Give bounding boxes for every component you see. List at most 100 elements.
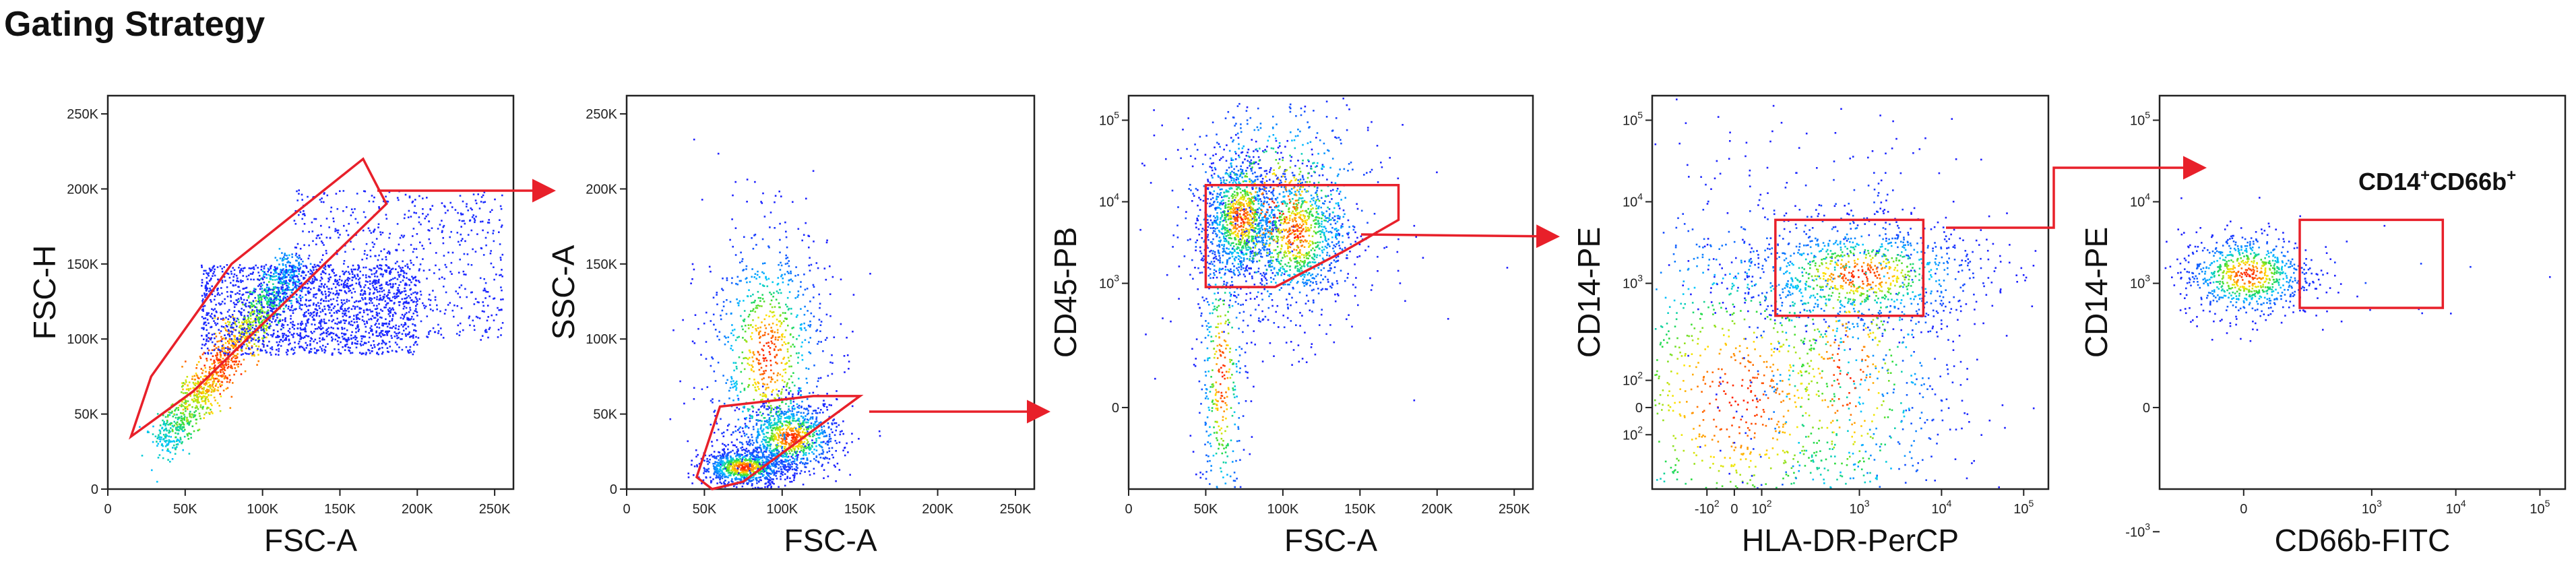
plot-1-point — [209, 369, 211, 371]
plot-1-point — [246, 352, 248, 355]
plot-1-point — [486, 331, 488, 333]
plot-1-point — [305, 305, 308, 307]
plot-2-point — [753, 428, 755, 430]
plot-1-point — [216, 293, 219, 296]
plot-1-point — [239, 338, 241, 340]
plot-1-point — [278, 282, 280, 284]
plot-2-point — [761, 461, 763, 463]
plot-1-point — [389, 251, 391, 254]
plot-1-point — [152, 441, 154, 443]
plot-1-point — [203, 322, 206, 324]
plot-1-point — [268, 269, 270, 271]
plot-1-point — [255, 339, 257, 342]
plot-2-point — [718, 459, 720, 461]
plot-1-point — [347, 346, 350, 348]
plot-2-point — [734, 460, 736, 463]
plot-1-point — [205, 371, 207, 373]
plot-1-point — [203, 400, 206, 402]
plot-1-point — [185, 406, 187, 408]
plot-1-point — [456, 232, 459, 234]
plot-1-point — [265, 294, 268, 296]
plot-2-point — [698, 463, 701, 465]
plot-1-point — [408, 311, 410, 313]
plot-2-point — [773, 474, 776, 476]
plot-1-point — [210, 299, 212, 301]
plot-1-point — [406, 263, 408, 265]
plot-1-point — [253, 354, 255, 356]
plot-1-point — [483, 278, 485, 280]
plot-1-point — [199, 404, 202, 406]
plot-1-point — [367, 227, 370, 230]
plot-2-point — [828, 433, 831, 436]
plot-1-point — [359, 293, 362, 295]
plot-2-point — [796, 436, 799, 439]
plot-1-point — [402, 260, 404, 263]
plot-1-point — [299, 307, 301, 309]
plot-1-point — [190, 416, 193, 418]
plot-1-point — [255, 325, 257, 327]
plot-1-point — [297, 342, 300, 345]
plot-2-point — [751, 453, 754, 456]
plot-1-point — [245, 343, 248, 346]
plot-1-point — [274, 257, 277, 259]
plot-1-point — [240, 325, 242, 327]
plot-1-point — [458, 241, 460, 243]
plot-1-point — [303, 312, 306, 314]
plot-2-point — [798, 425, 801, 427]
plot-1-point — [388, 267, 391, 269]
plot-1-point — [290, 315, 292, 317]
plot-1-point — [162, 419, 164, 422]
plot-1-point — [203, 375, 206, 377]
plot-1-point — [383, 296, 385, 298]
plot-1-point — [485, 290, 487, 293]
plot-1-point — [226, 295, 229, 298]
plot-1-point — [223, 318, 226, 321]
plot-1-point — [249, 323, 252, 326]
plot-1-point — [343, 284, 345, 287]
plot-1-point — [318, 305, 320, 307]
plot-1-point — [213, 320, 215, 322]
plot-2-point — [728, 472, 731, 474]
plot-1-point — [459, 195, 462, 197]
plot-1-point — [206, 294, 208, 296]
plot-1-point — [313, 276, 315, 278]
plot-1-point — [211, 333, 214, 335]
plot-1-point — [214, 371, 216, 373]
plot-1-point — [408, 268, 411, 270]
plot-1-point — [286, 284, 288, 287]
plot-1-point — [227, 329, 230, 331]
plot-1-point — [313, 218, 315, 220]
plot-1-point — [339, 276, 341, 278]
plot-1-point — [246, 322, 248, 324]
plot-1-point — [169, 412, 171, 414]
plot-2-point — [797, 422, 800, 425]
plot-1-point — [491, 314, 493, 317]
plot-1-point — [354, 342, 356, 344]
plot-1-point — [336, 207, 339, 210]
plot-1-point — [402, 302, 404, 305]
plot-1-point — [214, 361, 216, 363]
plot-1-point — [167, 414, 169, 416]
plot-1-point — [408, 331, 410, 333]
plot-1-point — [400, 281, 402, 283]
plot-1-point — [257, 285, 259, 287]
plot-2-point — [753, 474, 755, 477]
plot-1-point — [240, 269, 243, 271]
plot-1-point — [198, 387, 200, 389]
plot-1-point — [396, 337, 398, 340]
plot-1-point — [214, 389, 216, 392]
plot-1-point — [243, 318, 245, 321]
plot-1-point — [247, 278, 249, 280]
plot-1-point — [285, 265, 287, 268]
plot-1-point — [204, 395, 206, 397]
plot-1-point — [240, 279, 242, 282]
plot-1-point — [356, 222, 359, 224]
plot-1-point — [161, 427, 163, 430]
plot-1-point — [292, 309, 294, 312]
plot-1-point — [304, 214, 306, 217]
plot-2-point — [745, 447, 748, 450]
plot-1-point — [250, 325, 252, 327]
plot-1-point — [191, 425, 194, 428]
plot-1-point — [377, 344, 379, 346]
plot-1-point — [323, 338, 325, 341]
